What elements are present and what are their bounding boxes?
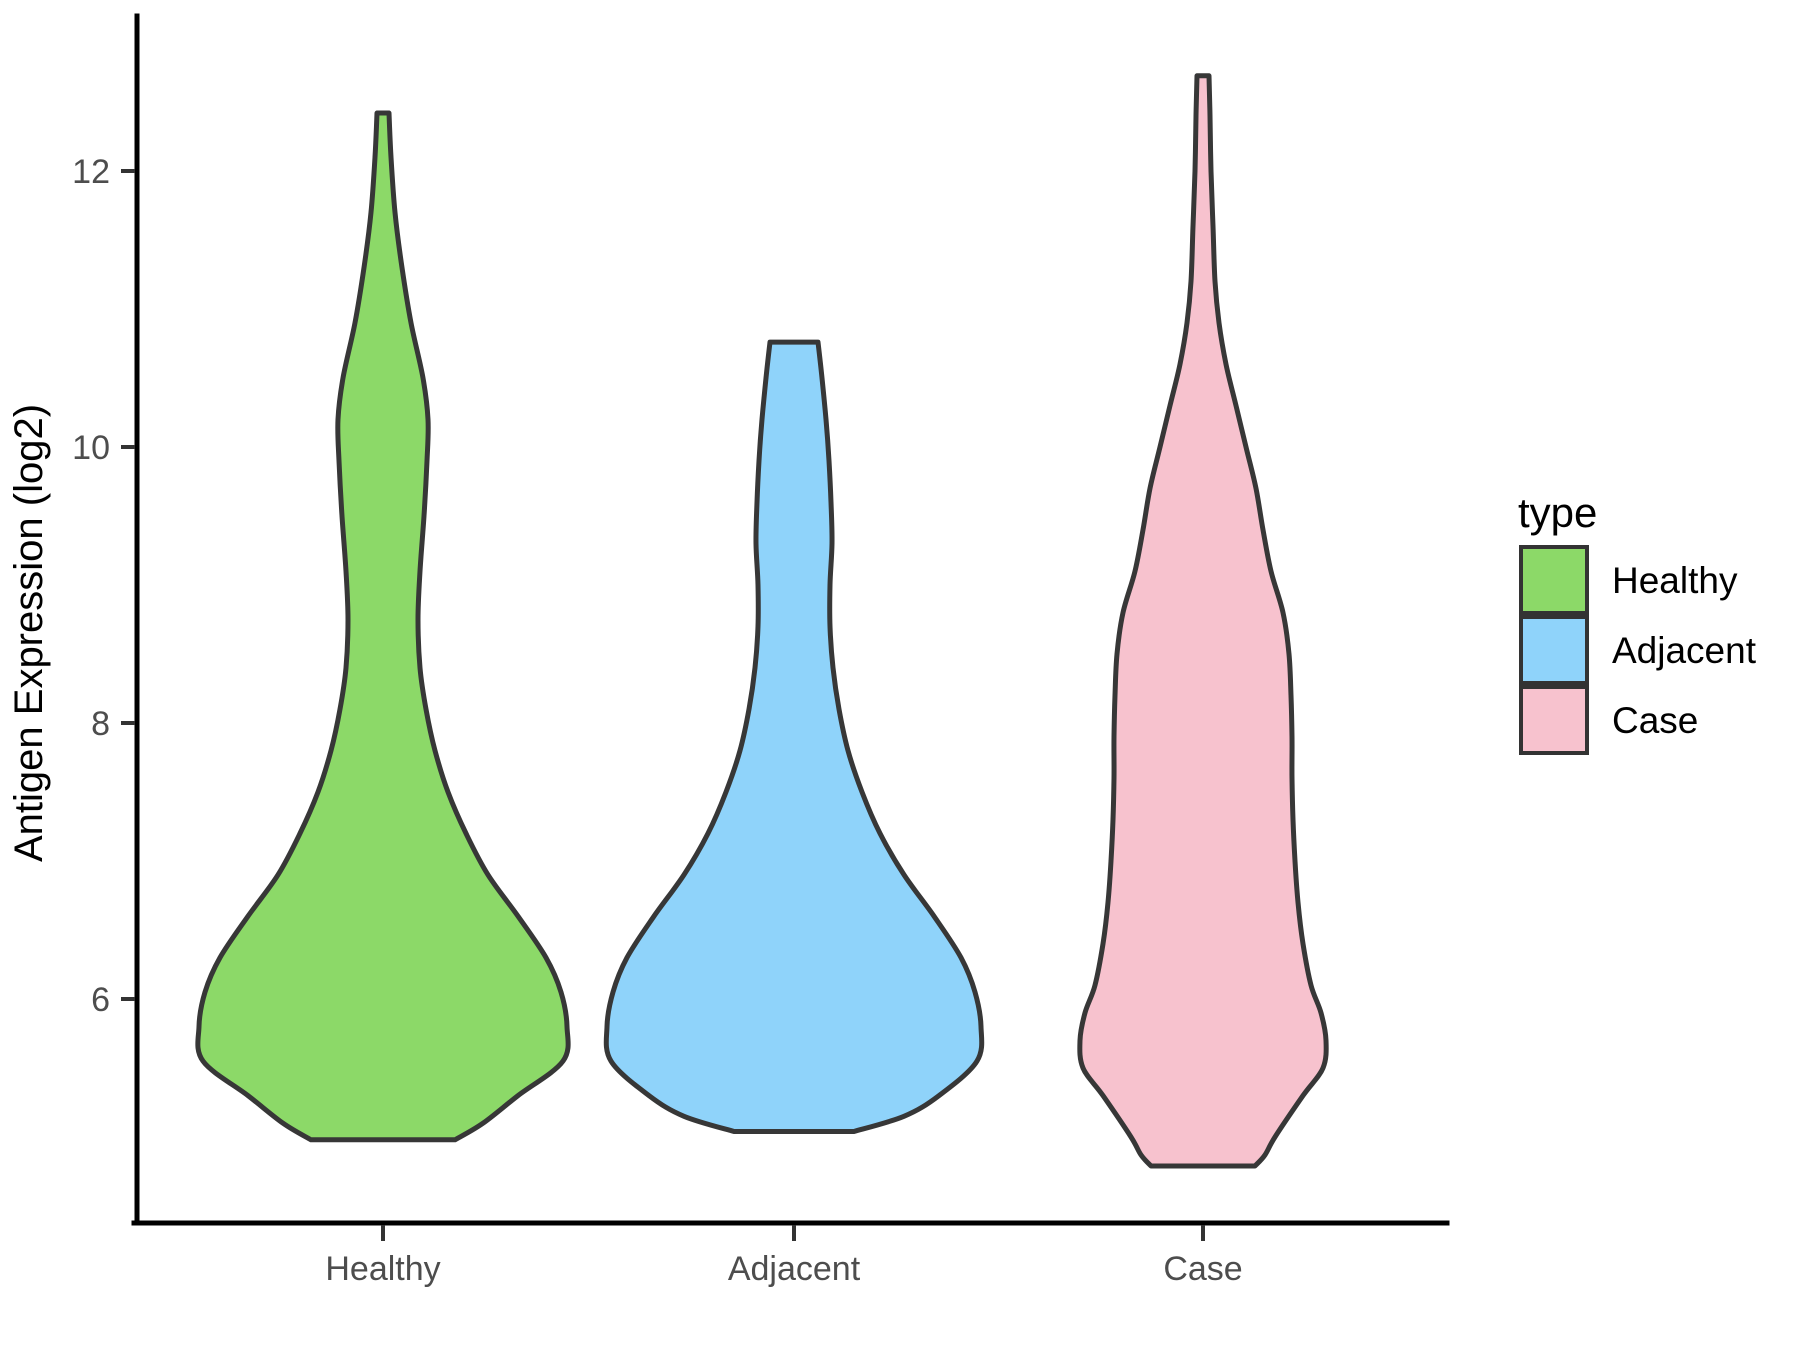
legend-label-healthy: Healthy (1612, 560, 1738, 601)
violin-case (1077, 73, 1329, 1169)
legend-key-healthy (1519, 545, 1589, 615)
axes (131, 13, 1450, 1226)
violin-healthy (195, 110, 571, 1143)
y-tick-label-8: 8 (91, 705, 110, 743)
x-tick-label-case: Case (1163, 1250, 1242, 1288)
legend-title: type (1518, 489, 1597, 536)
legend-item-healthy: Healthy (1519, 545, 1738, 615)
legend: type Healthy Adjacent Case (1518, 489, 1757, 755)
y-axis-ticks: 12 10 8 6 (72, 153, 135, 1019)
y-tick-label-12: 12 (72, 153, 110, 191)
legend-label-adjacent: Adjacent (1612, 630, 1757, 671)
y-tick-label-10: 10 (72, 429, 110, 467)
legend-item-adjacent: Adjacent (1519, 615, 1757, 685)
x-tick-label-healthy: Healthy (325, 1250, 440, 1288)
y-tick-label-6: 6 (91, 981, 110, 1019)
violin-adjacent (603, 339, 985, 1134)
y-axis-title: Antigen Expression (log2) (7, 404, 51, 862)
legend-key-adjacent (1519, 615, 1589, 685)
legend-key-case (1519, 685, 1589, 755)
legend-item-case: Case (1519, 685, 1698, 755)
x-tick-label-adjacent: Adjacent (728, 1250, 861, 1288)
violins (195, 73, 1329, 1169)
x-axis-ticks: Healthy Adjacent Case (325, 1225, 1243, 1288)
legend-label-case: Case (1612, 700, 1698, 741)
